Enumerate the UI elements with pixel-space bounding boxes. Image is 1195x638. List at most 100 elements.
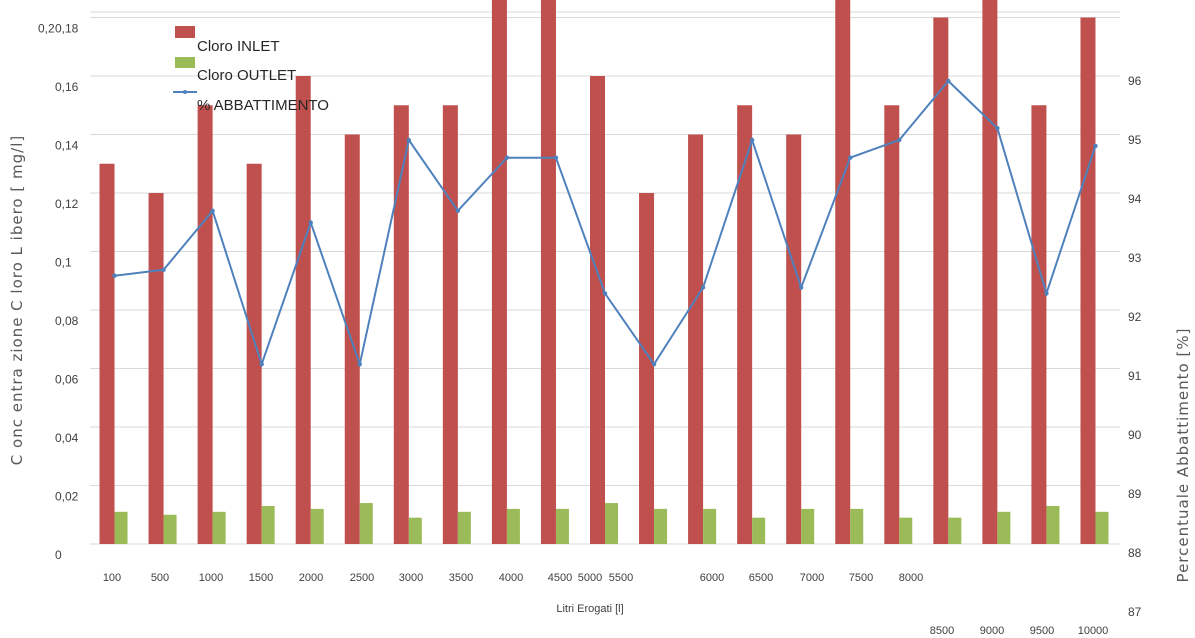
y-tick-label: 0,06 (55, 373, 79, 387)
x-tick-label: 5500 (609, 572, 633, 584)
y2-tick-label: 89 (1128, 487, 1142, 501)
y-tick-label: 0,12 (55, 197, 79, 211)
bar-inlet (786, 134, 802, 544)
abbattimento-point (406, 137, 412, 143)
bar-inlet (835, 0, 851, 544)
abbattimento-point (504, 155, 510, 160)
bar-inlet (540, 0, 556, 544)
abbattimento-point (848, 155, 853, 160)
y2-tick-label: 91 (1128, 369, 1142, 383)
x-axis-title: Litri Erogati [l] (556, 603, 623, 615)
y2-tick-label: 95 (1128, 133, 1142, 147)
x-tick-label: 4000 (499, 572, 523, 584)
bars (99, 0, 1109, 544)
abbattimento-point (602, 291, 608, 296)
bar-outlet (997, 511, 1011, 544)
abbattimento-point (1044, 291, 1049, 296)
x-tick-label: 9000 (980, 625, 1004, 637)
bar-outlet (899, 517, 913, 544)
y2-tick-label: 94 (1128, 192, 1142, 206)
y-axis-title: C onc entra zione C loro L ibero [ mg/l] (8, 135, 26, 465)
bar-outlet (261, 505, 275, 544)
bar-inlet (295, 76, 311, 544)
abbattimento-point (798, 285, 804, 290)
bar-inlet (99, 163, 115, 544)
abbattimento-point (553, 155, 559, 160)
bar-inlet (1031, 105, 1047, 544)
bar-inlet (933, 17, 949, 544)
x-tick-label: 100 (103, 572, 121, 584)
bar-outlet (948, 517, 962, 544)
bar-inlet (148, 193, 164, 544)
legend-swatch-outlet (175, 57, 195, 68)
abbattimento-point (651, 362, 657, 367)
x-tick-label: 5000 (578, 572, 602, 584)
legend-label-abbattimento: % ABBATTIMENTO (197, 97, 329, 114)
abbattimento-point (995, 126, 1000, 131)
bar-outlet (703, 508, 717, 544)
bar-inlet (344, 134, 360, 544)
y-tick-label: 0,1 (55, 256, 72, 270)
x-tick-label: 4500 (548, 572, 572, 584)
y2-tick-label: 90 (1128, 428, 1142, 442)
x-tick-label: 3000 (399, 572, 423, 584)
abbattimento-point (161, 267, 166, 272)
bar-inlet (393, 105, 409, 544)
y2-tick-label: 93 (1128, 251, 1142, 265)
legend-marker-abbattimento (183, 90, 187, 94)
abbattimento-point (308, 220, 313, 225)
legend-label-outlet: Cloro OUTLET (197, 67, 296, 84)
bar-inlet (982, 0, 998, 544)
bar-outlet (752, 517, 766, 544)
bar-inlet (737, 105, 753, 544)
right-axis-ticks: 87 88 89 90 91 92 93 94 95 96 (1128, 74, 1142, 619)
x-tick-label: 3500 (449, 572, 473, 584)
left-axis-ticks: 0 0,02 0,04 0,06 0,08 0,1 0,12 0,14 0,16 0,180,2 (38, 22, 79, 563)
y-tick-label: 0 (55, 548, 62, 562)
bar-inlet (1080, 17, 1096, 544)
y2-tick-label: 88 (1128, 546, 1142, 560)
y-tick-label: 0,18 (55, 22, 79, 36)
bar-outlet (605, 503, 618, 544)
bar-outlet (1046, 505, 1060, 544)
bar-outlet (1095, 511, 1109, 544)
legend-label-inlet: Cloro INLET (197, 38, 280, 55)
x-tick-label: 2000 (299, 572, 323, 584)
bar-outlet (212, 511, 226, 544)
abbattimento-point (946, 78, 951, 84)
abbattimento-point (357, 362, 362, 367)
x-tick-label: 8000 (899, 572, 923, 584)
abbattimento-point (749, 137, 755, 143)
bar-outlet (310, 508, 324, 544)
x-tick-label: 1500 (249, 572, 273, 584)
abbattimento-point (259, 362, 264, 367)
bar-outlet (850, 508, 864, 544)
bar-inlet (688, 134, 704, 544)
y2-axis-title: Percentuale Abbattimento [%] (1174, 328, 1192, 583)
y-tick-label: 0,16 (55, 80, 79, 94)
x-tick-label: 6500 (749, 572, 773, 584)
x-tick-label: 10000 (1078, 625, 1109, 637)
bar-inlet (442, 105, 458, 544)
y2-tick-label: 92 (1128, 310, 1142, 324)
y-tick-label: 0,02 (55, 490, 79, 504)
bar-inlet (491, 0, 507, 544)
y-tick-label: 0,08 (55, 314, 79, 328)
y-tick-label: 0,14 (55, 139, 79, 153)
bar-outlet (506, 508, 520, 544)
x-tick-label: 8500 (930, 625, 954, 637)
y2-tick-label: 87 (1128, 605, 1142, 619)
abbattimento-point (210, 208, 215, 213)
x-tick-label: 500 (151, 572, 169, 584)
y-tick-label: 0,04 (55, 431, 79, 445)
bar-outlet (163, 514, 177, 544)
bar-inlet (197, 105, 213, 544)
abbattimento-point (1093, 143, 1098, 149)
bar-outlet (654, 508, 668, 544)
bar-inlet (884, 105, 900, 544)
y-tick-label: 0,2 (38, 22, 55, 36)
bar-inlet (246, 163, 262, 544)
bar-outlet (359, 503, 373, 544)
legend-swatch-inlet (175, 26, 195, 38)
